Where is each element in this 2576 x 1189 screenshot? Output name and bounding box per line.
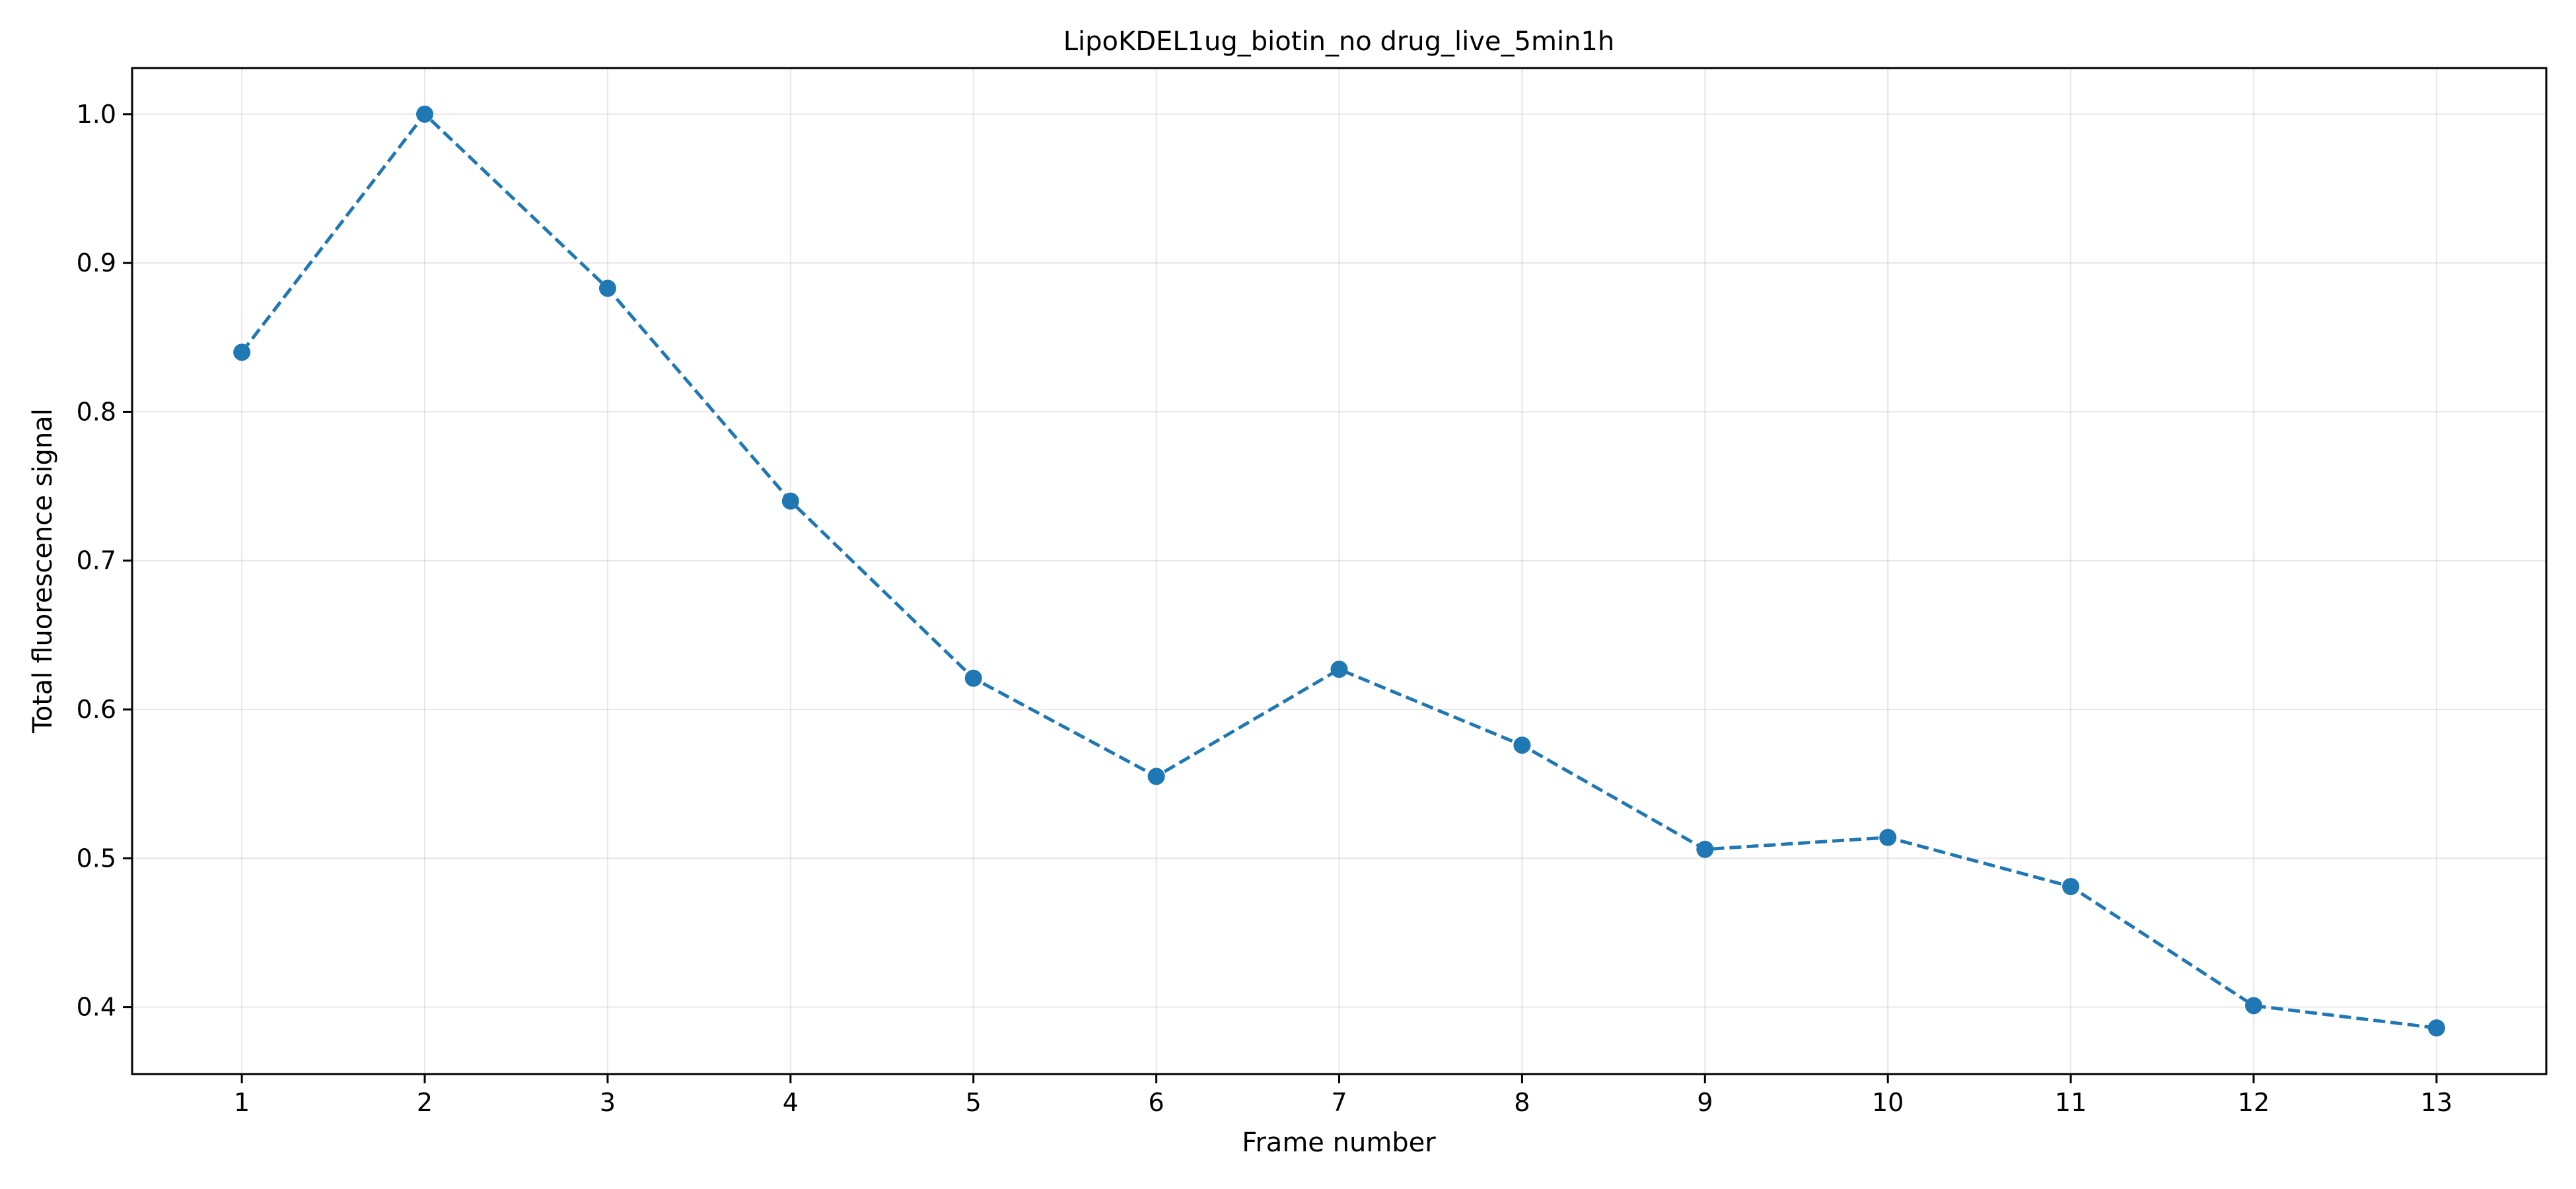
x-tick-label: 11 (2055, 1088, 2087, 1117)
grid (132, 68, 2546, 1074)
x-tick-label: 5 (966, 1088, 982, 1117)
x-axis: 1 2 3 4 5 6 7 8 9 10 11 12 13 (234, 1074, 2452, 1117)
data-point-11 (2062, 878, 2080, 896)
x-tick-label: 1 (234, 1088, 250, 1117)
y-tick-label: 1.0 (77, 100, 116, 129)
chart-title: LipoKDEL1ug_biotin_no drug_live_5min1h (1063, 26, 1614, 57)
data-point-10 (1879, 828, 1897, 846)
x-tick-label: 4 (783, 1088, 799, 1117)
y-tick-label: 0.7 (77, 546, 116, 575)
y-tick-label: 0.6 (77, 695, 116, 724)
data-point-3 (598, 279, 616, 297)
y-axis-label: Total fluorescence signal (28, 408, 58, 734)
y-tick-label: 0.5 (77, 844, 116, 873)
x-tick-label: 2 (417, 1088, 433, 1117)
x-tick-label: 3 (600, 1088, 616, 1117)
data-point-12 (2244, 997, 2262, 1015)
y-tick-label: 0.8 (77, 397, 116, 426)
data-point-13 (2427, 1019, 2445, 1037)
series-markers (233, 105, 2445, 1037)
x-tick-label: 7 (1331, 1088, 1347, 1117)
data-point-7 (1330, 661, 1348, 678)
x-tick-label: 10 (1872, 1088, 1904, 1117)
y-axis: 0.4 0.5 0.6 0.7 0.8 0.9 1.0 (77, 100, 132, 1022)
data-point-4 (781, 492, 799, 510)
x-tick-label: 8 (1514, 1088, 1530, 1117)
x-tick-label: 12 (2238, 1088, 2270, 1117)
x-axis-label: Frame number (1242, 1128, 1436, 1158)
y-tick-label: 0.4 (77, 993, 116, 1022)
x-tick-label: 6 (1149, 1088, 1164, 1117)
data-point-9 (1696, 840, 1714, 858)
data-point-6 (1147, 768, 1165, 785)
x-tick-label: 13 (2421, 1088, 2452, 1117)
data-point-2 (416, 105, 434, 123)
data-point-8 (1513, 737, 1531, 754)
data-point-1 (233, 343, 251, 361)
y-tick-label: 0.9 (77, 248, 116, 277)
x-tick-label: 9 (1697, 1088, 1713, 1117)
data-point-5 (964, 669, 982, 687)
